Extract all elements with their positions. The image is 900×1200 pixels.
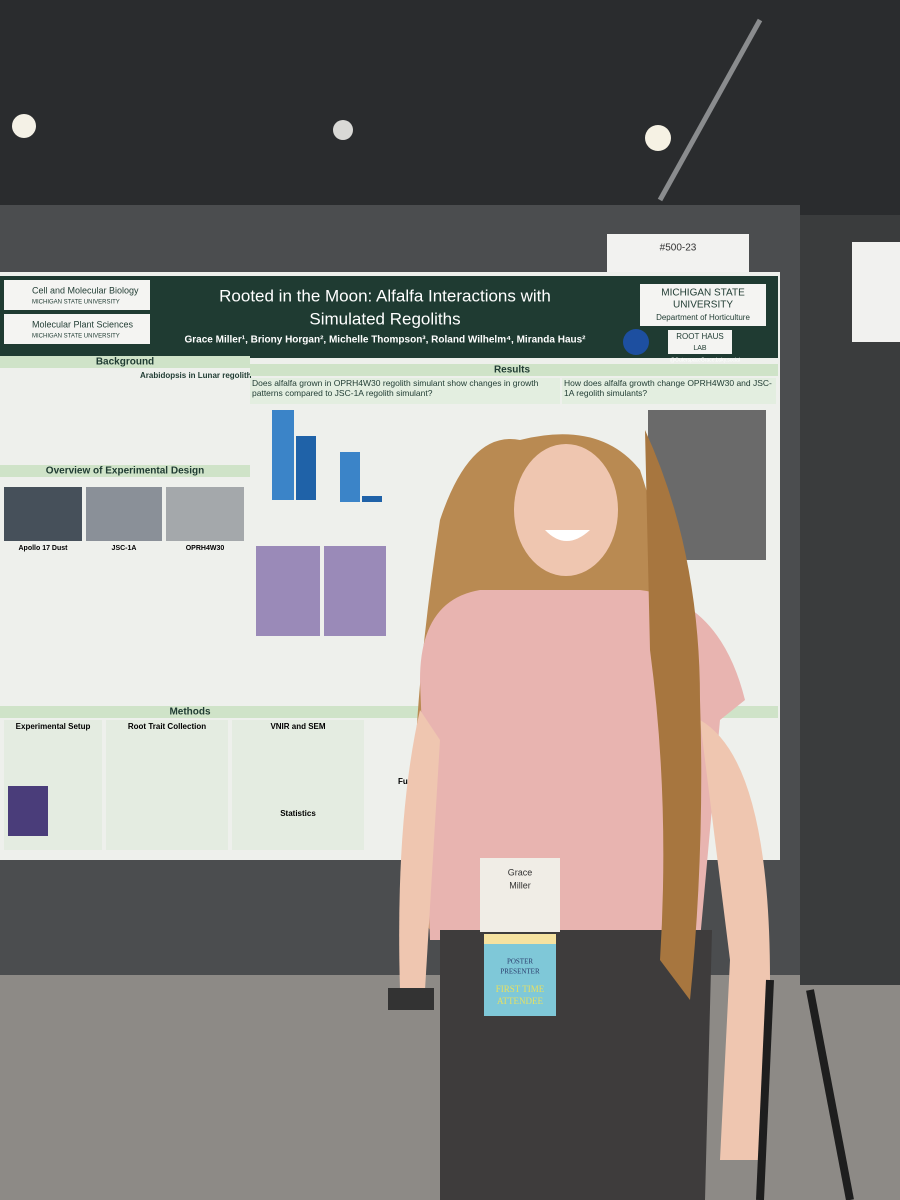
section-heading: Root Trait Collection bbox=[128, 722, 206, 731]
section-heading: VNIR and SEM bbox=[270, 722, 325, 731]
section-heading: Results bbox=[494, 365, 531, 376]
watch bbox=[388, 988, 434, 1010]
side-paper bbox=[852, 242, 900, 342]
logo-text: LAB bbox=[693, 345, 707, 352]
badge bbox=[480, 858, 560, 932]
logo-text: Cell and Molecular Biology bbox=[32, 285, 139, 295]
smile bbox=[545, 530, 590, 541]
figure-bar bbox=[296, 436, 316, 500]
method-box bbox=[106, 720, 228, 850]
logo-box bbox=[4, 280, 150, 310]
logo-text: MICHIGAN STATE UNIVERSITY bbox=[32, 334, 120, 340]
question-wrap: How does alfalfa growth change OPRH4W30 … bbox=[564, 378, 772, 398]
ceiling bbox=[0, 0, 900, 230]
question-box bbox=[562, 378, 776, 404]
section-bar bbox=[250, 364, 778, 376]
logo-box bbox=[640, 284, 766, 326]
section-heading: Background bbox=[96, 357, 154, 368]
ribbon-text: PRESENTER bbox=[500, 968, 540, 976]
ribbon-text: POSTER bbox=[507, 958, 533, 966]
subheading: Apollo 17 Dust bbox=[18, 545, 68, 552]
logo-text: ROOT HAUS bbox=[676, 332, 723, 341]
figure-bar bbox=[272, 410, 294, 500]
section-bar bbox=[0, 465, 250, 477]
section-bar bbox=[0, 356, 250, 368]
photo bbox=[86, 487, 162, 541]
nasa-logo bbox=[623, 329, 649, 355]
logo-text: MICHIGAN STATE UNIVERSITY bbox=[32, 300, 120, 306]
face bbox=[514, 444, 618, 576]
photo bbox=[166, 487, 244, 541]
logo-text: UNIVERSITY bbox=[673, 300, 733, 311]
section-heading: Experimental Setup bbox=[16, 722, 91, 731]
question-wrap: Does alfalfa grown in OPRH4W30 regolith … bbox=[252, 378, 539, 398]
logo-box bbox=[4, 314, 150, 344]
hair bbox=[645, 430, 702, 1000]
ribbon-strip bbox=[484, 934, 556, 944]
section-heading: Overview of Experimental Design bbox=[46, 466, 204, 477]
section-heading: Methods bbox=[169, 707, 211, 718]
sign-number: #500-23 bbox=[660, 243, 697, 254]
poster-title: Simulated Regoliths bbox=[309, 309, 460, 328]
subheading: OPRH4W30 bbox=[186, 545, 225, 552]
logo-box bbox=[668, 330, 732, 354]
ribbon bbox=[484, 934, 556, 1016]
subheading: Arabidopsis in Lunar regolith bbox=[140, 371, 252, 380]
handle: @OuterspaceGrace.bsky.social bbox=[670, 357, 740, 363]
logo-text: Department of Horticulture bbox=[656, 313, 750, 322]
figure-bar bbox=[340, 452, 360, 502]
section-heading: Statistics bbox=[280, 809, 316, 818]
logo-text: MICHIGAN STATE bbox=[661, 288, 745, 299]
logo-text: Molecular Plant Sciences bbox=[32, 319, 134, 329]
badge-name: Miller bbox=[509, 880, 531, 890]
ceiling-light bbox=[12, 114, 36, 138]
badge-name: Grace bbox=[508, 867, 533, 877]
photo bbox=[8, 786, 48, 836]
easel-leg bbox=[806, 989, 854, 1200]
side-board bbox=[800, 215, 900, 985]
ribbon-text: ATTENDEE bbox=[497, 996, 543, 1006]
subheading: JSC-1A bbox=[112, 545, 137, 552]
easel-leg bbox=[756, 979, 774, 1200]
root-image bbox=[324, 546, 386, 636]
ceiling-light bbox=[333, 120, 353, 140]
photo bbox=[4, 487, 82, 541]
arm bbox=[399, 710, 440, 990]
poster-title: Rooted in the Moon: Alfalfa Interactions… bbox=[219, 286, 551, 305]
question-box bbox=[250, 378, 560, 404]
question: How does alfalfa growth change OPRH4W30 … bbox=[564, 378, 772, 398]
figure-bar bbox=[362, 496, 382, 502]
ceiling-beam bbox=[657, 18, 763, 202]
poster-authors: Grace Miller¹, Briony Horgan², Michelle … bbox=[184, 335, 586, 346]
root-image bbox=[256, 546, 320, 636]
method-box bbox=[232, 720, 364, 850]
ceiling-light bbox=[645, 125, 671, 151]
question: Does alfalfa grown in OPRH4W30 regolith … bbox=[252, 378, 539, 398]
arm bbox=[700, 720, 770, 1160]
ribbon-text: FIRST TIME bbox=[496, 984, 545, 994]
